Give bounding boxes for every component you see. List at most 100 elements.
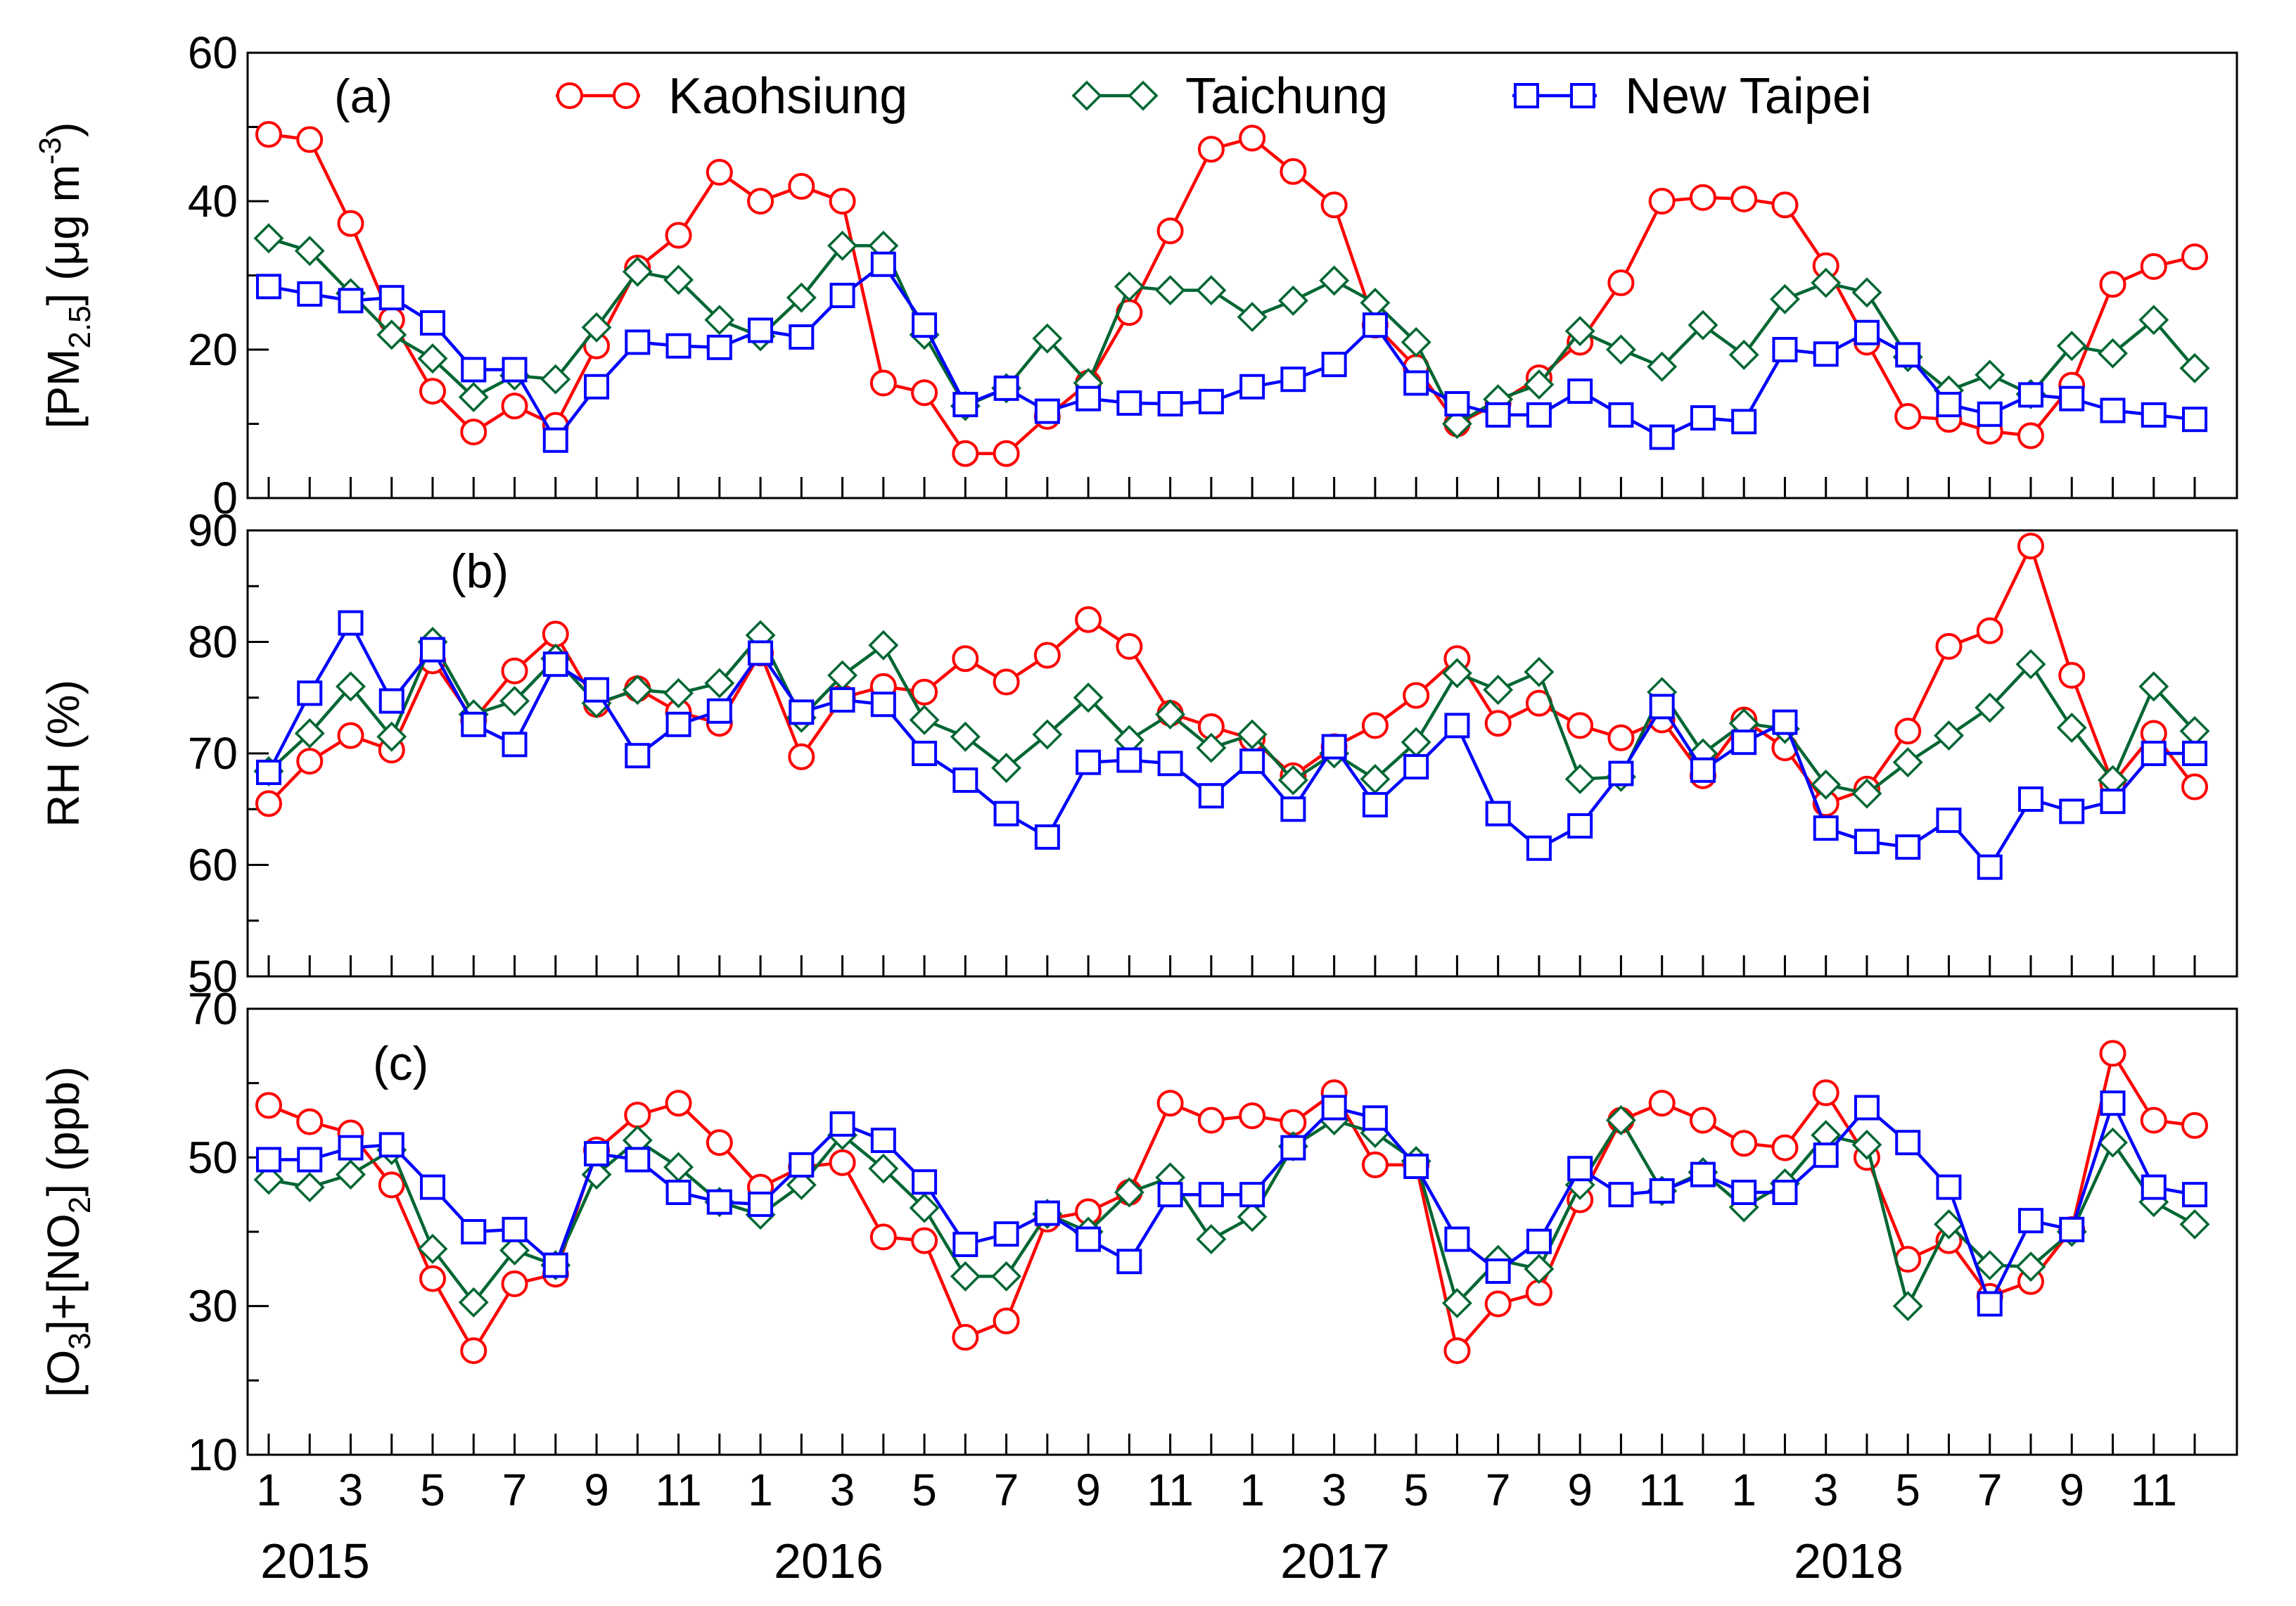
- legend-marker: [1071, 80, 1102, 111]
- data-point: [869, 1223, 897, 1251]
- data-point: [1895, 834, 1921, 860]
- data-point: [1936, 808, 1962, 834]
- data-point: [1975, 359, 2005, 390]
- data-point: [1525, 1279, 1552, 1306]
- data-point: [2100, 397, 2126, 423]
- y-axis-label: [PM2.5​] (μg m-3​): [33, 122, 97, 429]
- data-point: [337, 722, 364, 749]
- data-point: [542, 651, 568, 677]
- data-point: [378, 1132, 404, 1158]
- data-point: [952, 1324, 979, 1351]
- y-tick-label: 40: [188, 176, 238, 227]
- data-point: [1567, 813, 1593, 839]
- data-point: [1690, 757, 1716, 783]
- data-point: [993, 1221, 1019, 1247]
- legend-label: New Taipei: [1625, 68, 1872, 125]
- data-point: [829, 1111, 855, 1137]
- data-point: [1894, 402, 1922, 430]
- data-point: [2138, 305, 2169, 336]
- data-point: [2179, 1209, 2210, 1239]
- data-point: [1894, 718, 1922, 745]
- data-point: [419, 1265, 447, 1292]
- data-point: [1607, 724, 1635, 751]
- data-point: [912, 1169, 938, 1195]
- data-point: [1567, 1156, 1593, 1182]
- data-point: [1485, 801, 1511, 827]
- x-tick-label: 11: [2131, 1465, 2177, 1515]
- data-point: [1277, 285, 1308, 316]
- data-point: [706, 698, 732, 724]
- data-point: [788, 743, 815, 770]
- data-point: [624, 1102, 651, 1129]
- x-tick-label: 9: [2059, 1465, 2084, 1515]
- data-point: [1895, 342, 1921, 368]
- data-point: [378, 285, 404, 311]
- data-point: [2017, 1208, 2043, 1234]
- data-point: [1114, 271, 1144, 302]
- data-point: [1484, 1290, 1512, 1318]
- data-point: [376, 721, 407, 752]
- data-point: [625, 329, 651, 355]
- data-point: [2059, 798, 2085, 824]
- data-point: [1772, 709, 1798, 735]
- panel-label: (c): [373, 1037, 428, 1090]
- year-label: 2015: [260, 1534, 370, 1588]
- data-point: [297, 281, 323, 307]
- series-kaohsiung: [255, 121, 2208, 467]
- data-point: [1690, 1161, 1716, 1187]
- y-tick-label: 70: [188, 728, 238, 779]
- x-tick-label: 5: [420, 1465, 445, 1515]
- data-point: [704, 668, 735, 699]
- data-point: [1649, 694, 1675, 720]
- data-point: [2141, 402, 2167, 428]
- panel-frame: [246, 1007, 2238, 1456]
- data-point: [1155, 699, 1186, 729]
- data-point: [1813, 341, 1839, 367]
- data-point: [296, 748, 324, 775]
- data-point: [1156, 217, 1184, 245]
- data-point: [868, 1153, 899, 1184]
- data-point: [911, 379, 938, 407]
- data-point: [950, 721, 981, 752]
- data-point: [542, 427, 568, 453]
- data-point: [1728, 339, 1759, 370]
- data-point: [952, 1231, 978, 1257]
- data-point: [1239, 1182, 1265, 1208]
- data-point: [501, 393, 528, 420]
- data-point: [1441, 1287, 1472, 1318]
- data-point: [542, 1252, 568, 1278]
- x-tick-label: 1: [256, 1465, 281, 1515]
- data-point: [911, 678, 938, 706]
- data-point: [2098, 1127, 2128, 1158]
- data-point: [1647, 351, 1678, 382]
- y-tick-label: 60: [188, 840, 238, 891]
- data-point: [1484, 710, 1512, 737]
- data-point: [622, 256, 653, 287]
- data-point: [993, 440, 1020, 467]
- data-point: [501, 657, 528, 684]
- data-point: [1321, 352, 1347, 378]
- data-point: [868, 630, 899, 661]
- x-tick-label: 3: [1322, 1465, 1347, 1515]
- data-point: [2182, 407, 2207, 433]
- data-point: [461, 357, 487, 383]
- data-point: [1771, 191, 1799, 219]
- data-point: [1977, 401, 2003, 427]
- data-point: [2140, 1107, 2167, 1134]
- data-point: [1977, 854, 2003, 880]
- data-point: [1076, 385, 1102, 412]
- data-point: [1198, 783, 1224, 809]
- data-point: [706, 158, 733, 186]
- data-point: [2059, 1216, 2085, 1242]
- data-point: [419, 378, 447, 405]
- data-point: [1769, 283, 1800, 314]
- data-point: [1197, 1107, 1225, 1134]
- data-point: [2017, 422, 2044, 450]
- data-point: [255, 121, 282, 148]
- data-point: [1443, 1337, 1471, 1365]
- legend-marker: [1570, 83, 1595, 108]
- data-point: [1811, 769, 1842, 800]
- data-point: [1401, 326, 1431, 357]
- data-point: [502, 732, 528, 758]
- panels-layer: 0 20 40 60 [PM2.5​] (μg m-3​) (a) 50 60 70 80 90 RH…: [33, 27, 2238, 1480]
